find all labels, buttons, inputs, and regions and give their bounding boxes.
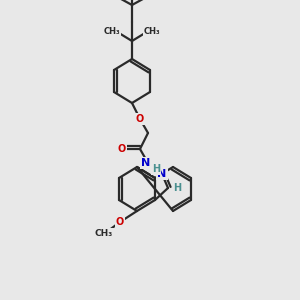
Text: N: N (158, 169, 166, 179)
Text: O: O (116, 217, 124, 227)
Text: N: N (141, 158, 151, 168)
Text: H: H (173, 183, 181, 193)
Text: CH₃: CH₃ (104, 26, 120, 35)
Text: H: H (152, 164, 160, 174)
Text: O: O (136, 114, 144, 124)
Text: O: O (118, 144, 126, 154)
Text: CH₃: CH₃ (144, 26, 160, 35)
Text: CH₃: CH₃ (95, 230, 113, 238)
